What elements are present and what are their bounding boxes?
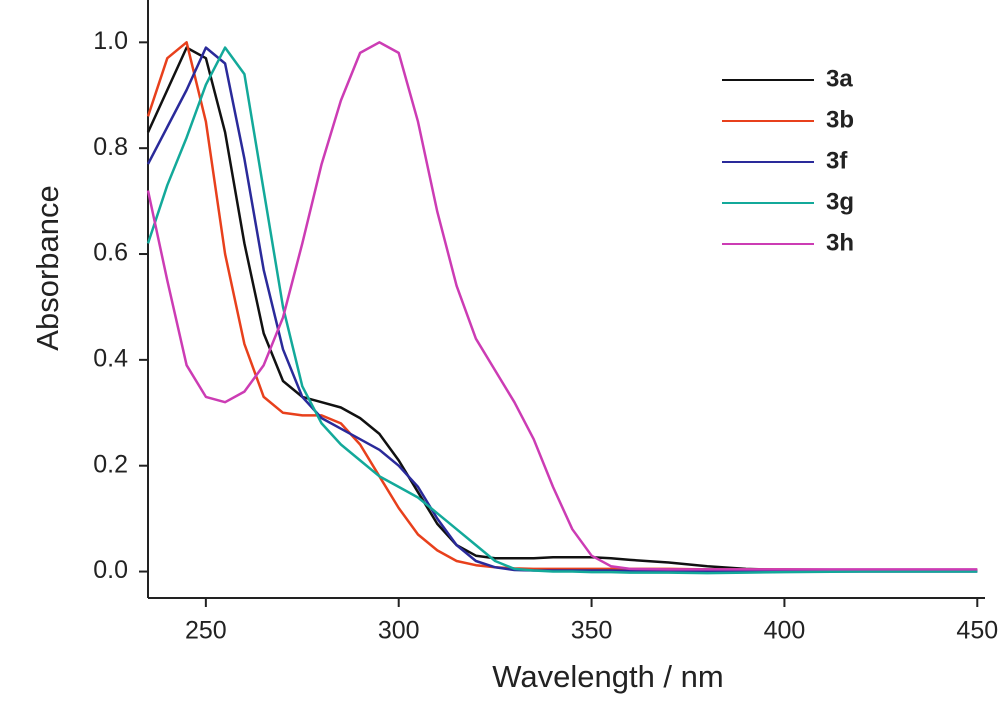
x-tick-label: 450 — [956, 617, 998, 645]
y-tick-label: 0.8 — [93, 133, 128, 161]
legend-label: 3b — [826, 106, 854, 133]
x-tick-label: 350 — [571, 617, 613, 645]
series-line — [146, 46, 978, 575]
y-tick-label: 0.2 — [93, 450, 128, 478]
legend-label: 3g — [826, 188, 854, 215]
y-tick-label: 0.6 — [93, 239, 128, 267]
x-tick-label: 400 — [764, 617, 806, 645]
y-tick-label: 0.4 — [93, 344, 128, 372]
y-axis-label: Absorbance — [30, 185, 65, 350]
series-line — [146, 41, 978, 571]
legend-label: 3h — [826, 229, 854, 256]
legend-label: 3f — [826, 147, 848, 174]
legend-label: 3a — [826, 65, 853, 92]
x-axis-label: Wavelength / nm — [492, 659, 723, 694]
series-line — [146, 46, 978, 573]
y-tick-label: 0.0 — [93, 556, 128, 584]
x-tick-label: 300 — [378, 617, 420, 645]
y-tick-label: 1.0 — [93, 27, 128, 55]
series-line — [146, 46, 978, 572]
x-tick-label: 250 — [185, 617, 227, 645]
